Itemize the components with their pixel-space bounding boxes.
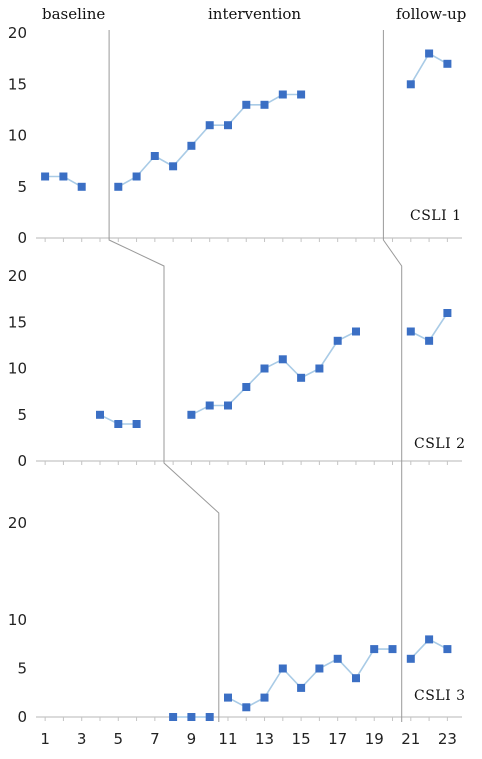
data-point bbox=[425, 336, 434, 345]
data-point bbox=[315, 364, 324, 373]
phase-change-line bbox=[108, 30, 220, 722]
data-point bbox=[260, 100, 269, 109]
data-point bbox=[297, 683, 306, 692]
series-line-follow-up bbox=[410, 52, 448, 85]
data-point bbox=[242, 383, 251, 391]
data-point bbox=[224, 121, 232, 130]
panel-label: CSLI 1 bbox=[410, 208, 462, 224]
data-point bbox=[425, 635, 434, 644]
panel-label: CSLI 2 bbox=[414, 436, 466, 452]
data-point bbox=[278, 90, 287, 99]
data-point bbox=[443, 59, 452, 68]
x-tick-label: 13 bbox=[255, 730, 274, 748]
data-point bbox=[224, 401, 232, 410]
x-tick-label: 9 bbox=[187, 730, 197, 748]
data-point bbox=[205, 713, 214, 721]
data-point bbox=[114, 420, 123, 428]
phase-labels: baseline intervention follow-up bbox=[42, 5, 466, 23]
data-point bbox=[169, 713, 178, 721]
x-tick-label: 21 bbox=[401, 730, 420, 748]
x-tick-label: 1 bbox=[40, 730, 50, 748]
data-point bbox=[132, 420, 141, 428]
data-point bbox=[443, 645, 452, 654]
y-tick-label: 5 bbox=[17, 406, 27, 424]
data-point bbox=[77, 182, 86, 191]
data-point bbox=[150, 152, 159, 160]
data-point bbox=[169, 162, 178, 171]
data-point bbox=[260, 693, 269, 702]
data-point bbox=[406, 80, 415, 89]
data-point bbox=[315, 664, 324, 673]
data-point bbox=[278, 664, 287, 673]
data-point bbox=[187, 410, 196, 419]
data-point bbox=[406, 654, 415, 663]
series-line-intervention bbox=[191, 330, 357, 416]
y-tick-label: 10 bbox=[8, 360, 27, 378]
data-point bbox=[114, 182, 123, 191]
y-tick-label: 5 bbox=[17, 660, 27, 678]
data-point bbox=[406, 327, 415, 336]
y-tick-label: 20 bbox=[8, 24, 27, 42]
y-tick-label: 0 bbox=[17, 452, 27, 470]
x-tick-label: 19 bbox=[365, 730, 384, 748]
series-line-intervention bbox=[227, 648, 393, 709]
data-point bbox=[297, 373, 306, 382]
series-line-intervention bbox=[117, 93, 302, 188]
data-point bbox=[352, 327, 360, 336]
y-tick-label: 20 bbox=[8, 267, 27, 285]
series-line-follow-up bbox=[410, 312, 449, 342]
data-point bbox=[297, 90, 306, 99]
phase-label-baseline: baseline bbox=[42, 5, 105, 23]
data-point bbox=[260, 364, 269, 373]
x-tick-label: 15 bbox=[292, 730, 311, 748]
data-point bbox=[205, 121, 214, 130]
data-point bbox=[187, 141, 196, 150]
y-tick-label: 5 bbox=[17, 178, 27, 196]
x-tick-label: 17 bbox=[328, 730, 347, 748]
data-point bbox=[187, 713, 196, 721]
y-tick-label: 20 bbox=[8, 514, 27, 532]
phase-change-line bbox=[382, 30, 403, 722]
data-point bbox=[242, 100, 251, 109]
y-tick-label: 10 bbox=[8, 611, 27, 629]
y-tick-label: 15 bbox=[8, 75, 27, 93]
data-point bbox=[41, 172, 50, 181]
phase-label-follow-up: follow-up bbox=[396, 5, 466, 23]
x-tick-label: 23 bbox=[438, 730, 457, 748]
data-point bbox=[425, 49, 434, 58]
data-point bbox=[59, 172, 68, 181]
data-point bbox=[205, 401, 214, 410]
data-point bbox=[352, 674, 360, 683]
x-tick-label: 11 bbox=[218, 730, 237, 748]
panel-label: CSLI 3 bbox=[414, 688, 466, 704]
x-tick-label: 7 bbox=[150, 730, 160, 748]
data-point bbox=[370, 645, 379, 654]
data-point bbox=[333, 336, 342, 345]
y-tick-label: 15 bbox=[8, 313, 27, 331]
x-tick-label: 3 bbox=[77, 730, 87, 748]
x-tick-label: 5 bbox=[114, 730, 124, 748]
phase-label-intervention: intervention bbox=[208, 5, 301, 23]
data-point bbox=[132, 172, 141, 181]
y-tick-label: 0 bbox=[17, 708, 27, 726]
data-point bbox=[224, 693, 232, 702]
data-point bbox=[278, 355, 287, 364]
data-point bbox=[388, 645, 397, 654]
data-point bbox=[333, 654, 342, 663]
data-point bbox=[242, 703, 251, 712]
y-tick-label: 10 bbox=[8, 127, 27, 145]
data-point bbox=[443, 309, 452, 317]
data-point bbox=[96, 410, 104, 419]
y-tick-label: 0 bbox=[17, 229, 27, 247]
